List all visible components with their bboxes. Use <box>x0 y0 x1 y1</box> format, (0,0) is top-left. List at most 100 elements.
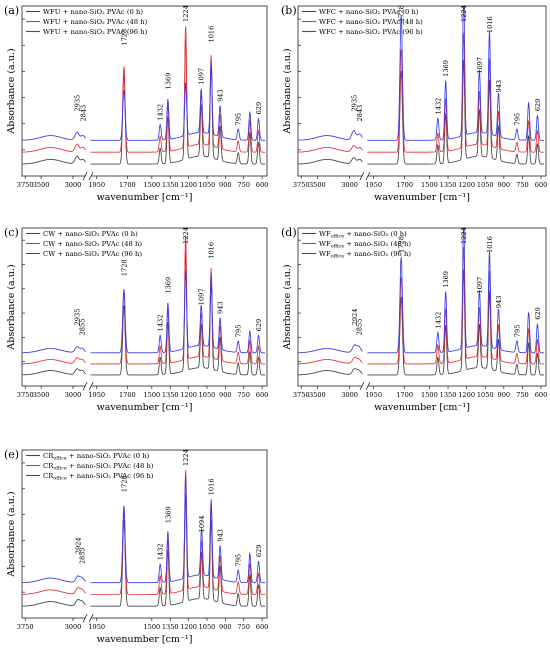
peak-label: 1016 <box>208 478 216 495</box>
x-axis-label: wavenumber [cm⁻¹] <box>97 192 193 203</box>
x-tick-label: 1050 <box>199 181 216 189</box>
panel-label: (d) <box>281 226 297 239</box>
x-axis-label: wavenumber [cm⁻¹] <box>374 402 470 413</box>
panel-label: (e) <box>4 448 19 461</box>
x-tick-label: 3750 <box>17 623 34 631</box>
peak-label: 2855 <box>79 319 87 336</box>
axes-frame <box>297 5 547 177</box>
x-tick-label: 1700 <box>396 391 413 399</box>
spectrum-line-1 <box>22 587 86 595</box>
x-tick-label: 1500 <box>421 391 438 399</box>
legend-entry-2: WFoffice + nano-SiO₂ (96 h) <box>319 250 411 260</box>
spectrum-line-1 <box>367 246 545 365</box>
x-tick-label: 1700 <box>396 181 413 189</box>
peak-label: 1016 <box>486 16 494 33</box>
axis-break-mark <box>88 381 94 391</box>
peak-label: 1432 <box>157 104 165 121</box>
peak-label: 2935 <box>74 95 82 112</box>
peak-label: 1369 <box>164 506 172 523</box>
legend-entry-1: WFoffice + nano-SiO₂ (48 h) <box>319 240 411 250</box>
y-axis-label: Absorbance (a.u.) <box>6 491 17 577</box>
peak-label: 1369 <box>442 60 450 77</box>
spectrum-line-0 <box>367 59 545 165</box>
peak-label: 2843 <box>356 105 364 122</box>
spectrum-line-0 <box>22 368 86 376</box>
x-tick-label: 3500 <box>309 181 326 189</box>
peak-label: 1094 <box>198 516 206 533</box>
legend-entry-1: CRoffice + nano-SiO₂ PVAc (48 h) <box>43 462 154 472</box>
legend-entry-0: WFoffice + nano-SiO₂ (0 h) <box>319 230 407 240</box>
peak-label: 1224 <box>182 5 190 22</box>
y-axis-label: Absorbance (a.u.) <box>6 48 17 134</box>
panel-d: (d) 3750 3500 3000 1950 1700 1500 1350 1200 1050 9… <box>281 226 547 413</box>
spectrum-line-2 <box>90 270 266 354</box>
spectrum-line-0 <box>22 598 86 607</box>
panel-label: (a) <box>4 4 19 17</box>
legend-entry-1: WFC + nano-SiO₂ PVAc (48 h) <box>319 18 423 26</box>
axis-break-mark <box>82 381 88 391</box>
x-tick-label: 750 <box>237 391 250 399</box>
peak-label: 943 <box>495 296 503 309</box>
axis-break-mark <box>82 171 88 181</box>
axes-frame <box>21 449 268 619</box>
x-tick-label: 900 <box>219 391 232 399</box>
axes-frame <box>21 227 268 387</box>
spectrum-line-1 <box>22 143 86 153</box>
x-tick-label: 1200 <box>180 391 197 399</box>
spectrum-line-2 <box>22 131 86 141</box>
spectrum-line-1 <box>22 357 86 365</box>
spectrum-line-2 <box>90 476 266 584</box>
peak-label: 795 <box>235 554 243 567</box>
x-tick-label: 3750 <box>17 181 34 189</box>
spectrum-line-2 <box>22 575 86 584</box>
x-tick-label: 1950 <box>365 181 382 189</box>
peak-label: 1097 <box>476 277 484 294</box>
x-tick-label: 600 <box>256 391 269 399</box>
legend-entry-0: CW + nano-SiO₂ PVAc (0 h) <box>43 230 138 238</box>
axis-break-mark <box>365 381 371 391</box>
x-tick-label: 900 <box>219 181 232 189</box>
peak-label: 1016 <box>208 242 216 259</box>
peak-label: 1432 <box>434 98 442 115</box>
legend-entry-2: CW + nano-SiO₂ PVAc (96 h) <box>43 250 142 258</box>
x-tick-label: 3500 <box>33 391 50 399</box>
x-tick-label: 3000 <box>341 181 358 189</box>
x-tick-label: 3000 <box>65 181 82 189</box>
spectrum-line-1 <box>298 145 363 153</box>
x-tick-label: 1200 <box>180 623 197 631</box>
peak-label: 1369 <box>164 277 172 294</box>
legend-entry-0: WFU + nano-SiO₂ PVAc (0 h) <box>43 8 143 16</box>
x-tick-label: 3750 <box>293 391 310 399</box>
x-tick-label: 1050 <box>477 181 494 189</box>
x-tick-label: 1700 <box>119 391 136 399</box>
spectrum-line-0 <box>367 269 545 376</box>
peak-label: 1016 <box>208 26 216 43</box>
x-tick-label: 900 <box>219 623 232 631</box>
spectrum-line-2 <box>90 62 266 141</box>
y-axis-label: Absorbance (a.u.) <box>6 264 17 350</box>
panel-label: (b) <box>281 4 297 17</box>
spectrum-line-0 <box>298 368 363 376</box>
peak-label: 1016 <box>486 236 494 253</box>
axis-break-mark <box>359 381 365 391</box>
peak-label: 943 <box>217 529 225 542</box>
legend-entry-2: CRoffice + nano-SiO₂ PVAc (96 h) <box>43 472 154 482</box>
spectrum-line-2 <box>367 228 545 354</box>
peak-label: 629 <box>255 544 263 557</box>
x-tick-label: 600 <box>535 181 548 189</box>
peak-label: 1432 <box>434 312 442 329</box>
x-tick-label: 750 <box>516 181 529 189</box>
peak-label: 1097 <box>476 57 484 74</box>
x-tick-label: 750 <box>237 623 250 631</box>
panel-c: (c)3750 3500 3000 1950 1700 1500 1350 1200 1050 9… <box>4 226 268 413</box>
x-tick-label: 1350 <box>162 391 179 399</box>
x-tick-label: 900 <box>498 181 511 189</box>
x-tick-label: 3750 <box>17 391 34 399</box>
spectrum-line-2 <box>367 6 545 141</box>
x-axis-label: wavenumber [cm⁻¹] <box>97 402 193 413</box>
axis-break-gap <box>85 381 92 391</box>
peak-label: 1432 <box>157 543 165 560</box>
peak-label: 1369 <box>164 73 172 90</box>
peak-label: 2855 <box>355 319 363 336</box>
peak-label: 1432 <box>157 315 165 332</box>
